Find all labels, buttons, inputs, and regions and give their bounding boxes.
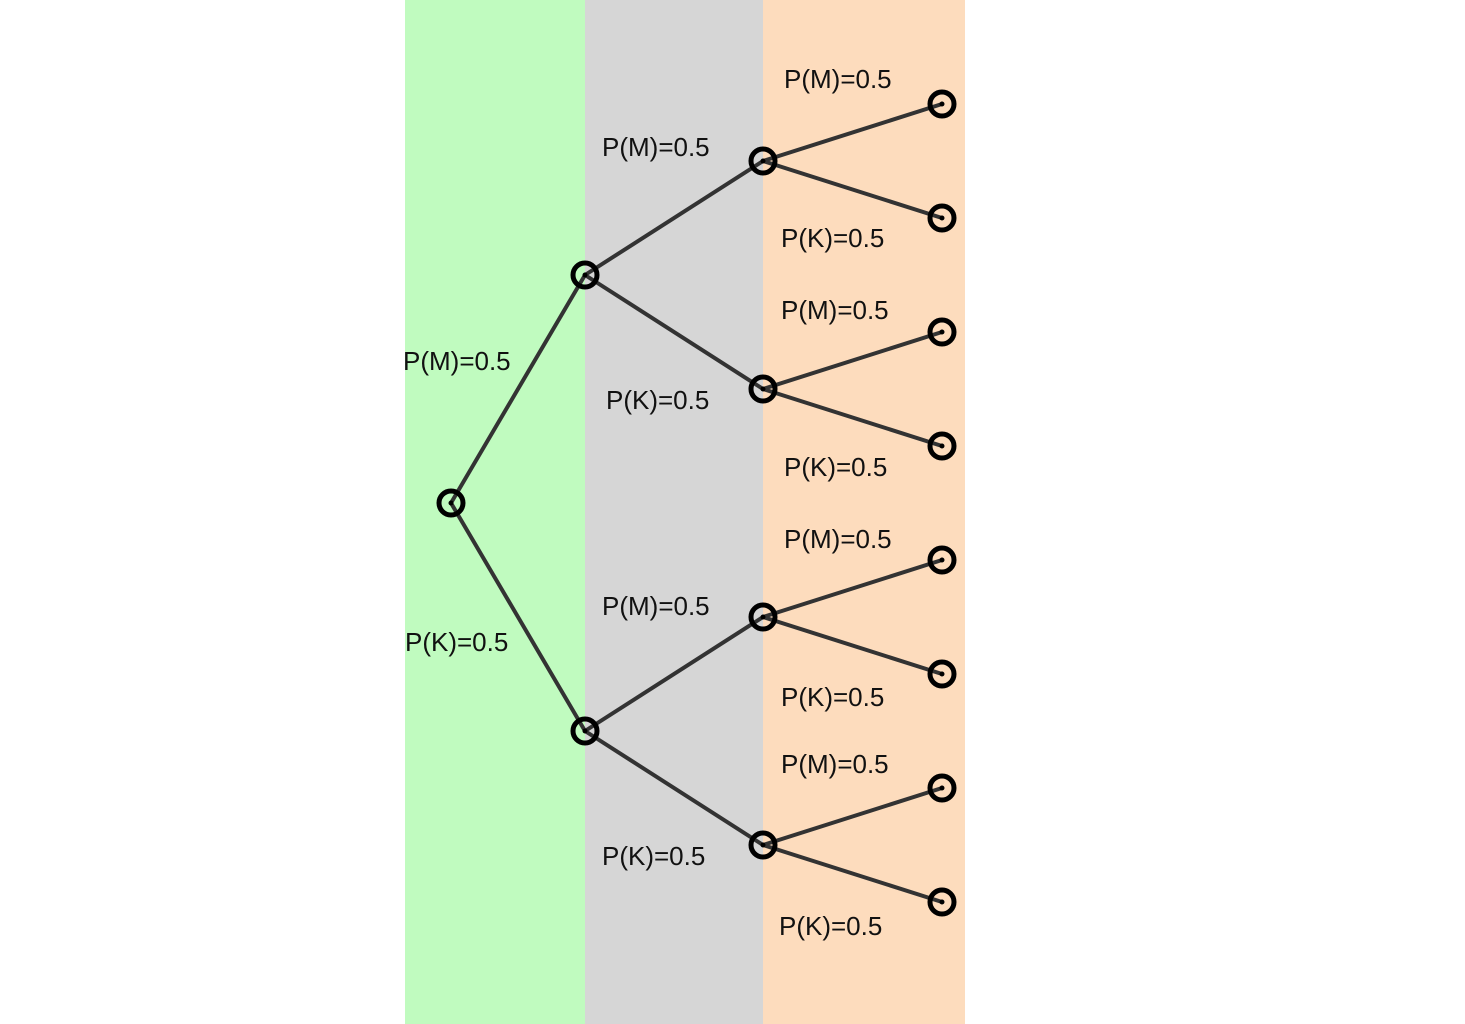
edge-km-m [761,558,944,619]
label-root-m: P(M)=0.5 [403,346,511,376]
node-k [570,716,600,746]
edge-m-m [583,159,765,277]
leaf-kkm [927,773,957,803]
edge-mm-m [761,102,944,163]
edge-root-k [449,501,587,733]
leaf-kmk [927,659,957,689]
edge-k-m [583,615,765,733]
edge-k-k [583,729,765,847]
label-mk-k: P(K)=0.5 [784,452,887,482]
leaf-kkk [927,887,957,917]
edge-mk-m [761,330,944,391]
leaf-kmm [927,545,957,575]
label-k-m: P(M)=0.5 [602,591,710,621]
stage1-band [405,0,585,1024]
label-kk-m: P(M)=0.5 [781,749,889,779]
edge-kk-m [761,786,944,847]
leaf-mkm [927,317,957,347]
edge-mm-k [761,159,944,220]
label-m-k: P(K)=0.5 [606,385,709,415]
label-kk-k: P(K)=0.5 [779,911,882,941]
node-m [570,260,600,290]
leaf-mmm [927,89,957,119]
label-k-k: P(K)=0.5 [602,841,705,871]
root-node [436,488,466,518]
stage2-band [585,0,763,1024]
label-km-m: P(M)=0.5 [784,524,892,554]
node-km [748,602,778,632]
node-mk [748,374,778,404]
label-root-k: P(K)=0.5 [405,627,508,657]
stage3-band [763,0,965,1024]
label-km-k: P(K)=0.5 [781,682,884,712]
leaf-mkk [927,431,957,461]
node-mm [748,146,778,176]
label-m-m: P(M)=0.5 [602,132,710,162]
label-mm-m: P(M)=0.5 [784,64,892,94]
edge-m-k [583,273,765,391]
edge-km-k [761,615,944,676]
label-mk-m: P(M)=0.5 [781,295,889,325]
edge-mk-k [761,387,944,448]
node-kk [748,830,778,860]
leaf-mmk [927,203,957,233]
label-mm-k: P(K)=0.5 [781,223,884,253]
edge-root-m [449,273,587,505]
edge-kk-k [761,843,944,904]
